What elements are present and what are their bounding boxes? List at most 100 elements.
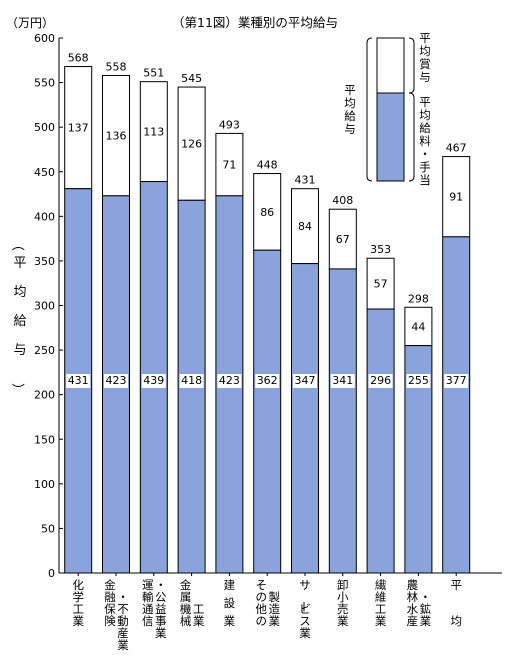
category-label: 建設業: [224, 578, 236, 628]
category-label-text: サービス業: [296, 578, 311, 640]
category-label-text: 製造業: [268, 590, 280, 628]
bonus-value-label: 57: [374, 278, 388, 291]
total-value-label: 408: [332, 194, 353, 207]
y-tick-label: 350: [34, 255, 55, 268]
y-tick-label: 550: [34, 77, 55, 90]
y-tick-label: 0: [48, 567, 55, 580]
total-value-label: 545: [181, 72, 202, 85]
bar-bonus: [102, 74, 130, 197]
total-value-label: 448: [257, 159, 278, 172]
bar-bonus: [139, 81, 168, 183]
y-tick-label: 300: [34, 300, 55, 313]
total-value-label: 298: [408, 292, 429, 305]
category-label: 繊維工業: [375, 578, 387, 628]
bonus-value-label: 44: [411, 320, 425, 333]
salary-value-label: 377: [446, 374, 467, 387]
salary-value-label: 347: [295, 374, 316, 387]
salary-label-bg: [104, 374, 128, 388]
bar-bonus: [442, 156, 471, 238]
y-axis-ticks: 0 50 100 150 200 250 300 350 400 450 500 550 600: [34, 32, 63, 580]
bonus-value-label: 136: [106, 130, 127, 143]
total-value-label: 493: [219, 118, 240, 131]
legend-bracket-salary: [408, 92, 415, 182]
salary-label-bg: [141, 374, 166, 388]
bar-salary: [253, 249, 282, 574]
y-tick-label: 450: [34, 166, 55, 179]
category-label-text: その他の: [255, 578, 267, 628]
category-label-text: ・公益事業: [155, 578, 167, 640]
bonus-value-label: 71: [222, 159, 236, 172]
bar-bonus: [253, 173, 282, 251]
category-label-text: 農林水産: [407, 578, 419, 628]
y-tick-label: 200: [34, 389, 55, 402]
salary-label-bg: [368, 374, 393, 388]
category-label: 卸小売業: [337, 578, 349, 628]
bar-bonus: [366, 257, 395, 310]
y-tick-label: 500: [34, 121, 55, 134]
total-value-label: 467: [446, 142, 467, 155]
y-tick-label: 250: [34, 344, 55, 357]
bonus-value-label: 67: [336, 233, 350, 246]
salary-value-label: 362: [257, 374, 278, 387]
bar-bonus: [215, 132, 244, 197]
legend-bracket-bonus: [408, 37, 415, 94]
bar-bonus: [328, 208, 357, 270]
y-axis-title: （平均給与）: [9, 238, 26, 396]
y-tick-label: 400: [34, 210, 55, 223]
y-tick-label: 50: [41, 522, 55, 535]
y-tick-label: 600: [34, 32, 55, 45]
bonus-value-label: 113: [143, 126, 164, 139]
category-label: サービス業: [296, 578, 311, 640]
legend-swatch-bonus: [376, 37, 405, 94]
salary-label-bg: [293, 374, 317, 388]
category-label-text: 金属機械: [180, 578, 192, 628]
category-label-text: 工業: [193, 602, 205, 628]
category-label-text: 平均: [450, 578, 462, 628]
category-label-text: ・鉱業: [420, 590, 432, 628]
salary-label-bg: [330, 374, 355, 388]
category-label-text: ・不動産業: [117, 590, 129, 652]
salary-value-label: 431: [68, 374, 89, 387]
salary-label-bg: [406, 374, 431, 388]
total-value-label: 431: [295, 174, 316, 187]
salary-label-bg: [444, 374, 469, 388]
category-label: 金融保険・不動産業: [104, 578, 129, 652]
bar-salary: [366, 308, 395, 574]
category-label-text: 建設業: [224, 578, 236, 628]
salary-label-bg: [217, 374, 242, 388]
total-value-label: 568: [68, 52, 89, 65]
salary-label-bg: [255, 374, 280, 388]
bar-salary: [291, 263, 319, 574]
salary-value-label: 296: [370, 374, 391, 387]
category-label-text: 卸小売業: [337, 578, 349, 628]
bars: 431 137 568 423 136 558 439 113 551 418 126 545 423 7…: [59, 52, 502, 576]
bonus-value-label: 91: [449, 191, 463, 204]
salary-value-label: 255: [408, 374, 429, 387]
category-label-text: 化学工業: [72, 578, 84, 628]
bar-salary: [442, 236, 471, 574]
bar-bonus: [64, 66, 93, 190]
salary-value-label: 423: [106, 374, 127, 387]
total-value-label: 551: [143, 67, 164, 80]
legend-salary-label: 平均給料・手当: [419, 95, 431, 187]
total-value-label: 558: [106, 60, 127, 73]
category-labels: 化学工業金融保険・不動産業運輸通信・公益事業金属機械工業建設業その他の製造業サー…: [72, 578, 462, 652]
bonus-value-label: 86: [260, 206, 274, 219]
total-value-label: 353: [370, 243, 391, 256]
legend-swatch-salary: [376, 92, 405, 182]
category-label: 農林水産・鉱業: [407, 578, 432, 628]
legend-bonus-label: 平均賞与: [419, 31, 431, 84]
salary-value-label: 418: [181, 374, 202, 387]
category-label: 化学工業: [72, 578, 84, 628]
y-axis-label: （平均給与）: [9, 238, 26, 396]
bonus-value-label: 137: [68, 122, 89, 135]
salary-value-label: 423: [219, 374, 240, 387]
bar-salary: [328, 268, 357, 574]
salary-label-bg: [179, 374, 204, 388]
legend-total-label: 平均給与: [344, 83, 356, 136]
category-label-text: 金融保険: [104, 578, 116, 628]
